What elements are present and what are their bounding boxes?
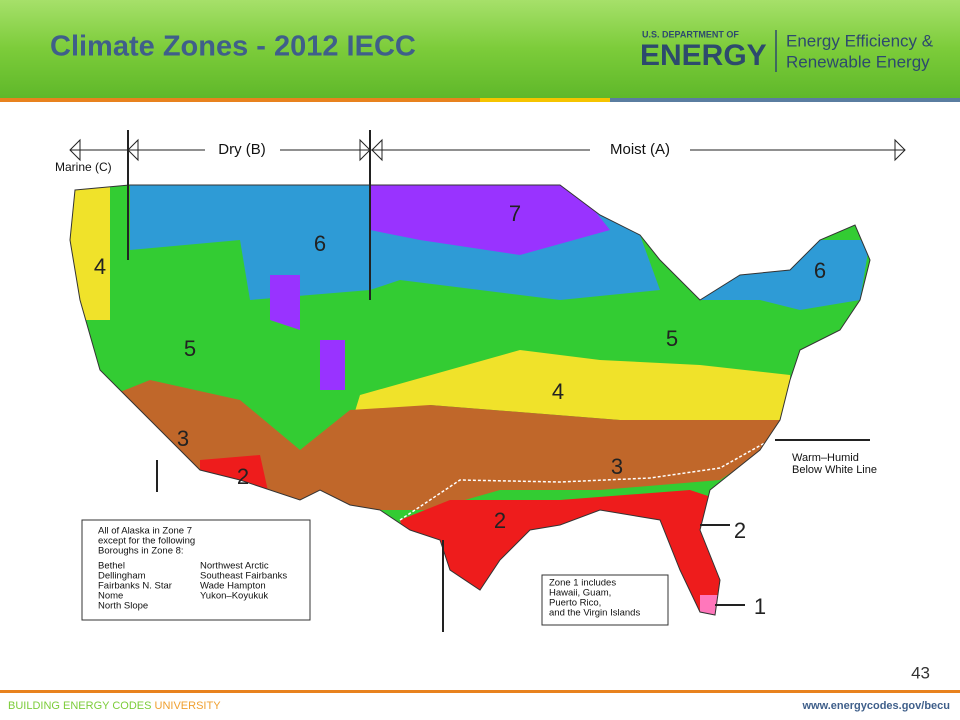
alaska-borough: Bethel: [98, 561, 125, 572]
alaska-borough: Dellingham: [98, 571, 146, 582]
alaska-borough: Southeast Fairbanks: [200, 571, 287, 582]
footer-rule: [0, 690, 960, 693]
arrowhead: [69, 138, 81, 162]
regime-label: Marine (C): [55, 160, 112, 174]
alaska-note-box: [81, 519, 311, 621]
zone1-note: Hawaii, Guam,: [549, 588, 611, 599]
alaska-borough: Wade Hampton: [200, 581, 266, 592]
alaska-note-intro: Boroughs in Zone 8:: [98, 546, 184, 557]
regime-label: Dry (B): [218, 141, 266, 158]
zone1-note-box: [541, 574, 669, 626]
zone-3: [100, 380, 790, 510]
zone-7: [270, 275, 300, 330]
zone-6: [700, 240, 870, 310]
zone-4: [340, 350, 790, 460]
footer-program-highlight: UNIVERSITY: [155, 700, 222, 712]
zone-label: 6: [814, 258, 826, 283]
zone-label: 3: [177, 426, 189, 451]
alaska-borough: Fairbanks N. Star: [98, 581, 172, 592]
logo-office: Renewable Energy: [786, 52, 930, 71]
logo-agency: ENERGY: [640, 39, 767, 72]
alaska-note-intro: except for the following: [98, 536, 195, 547]
footer-program: BUILDING ENERGY CODES UNIVERSITY: [8, 700, 221, 712]
page-number: 43: [911, 663, 930, 682]
us-outline: [69, 184, 871, 616]
header-rule: [480, 98, 610, 102]
warm-humid-label: Below White Line: [792, 464, 877, 476]
zone-2: [200, 455, 270, 500]
logo-office: Energy Efficiency &: [786, 31, 934, 50]
zone-label: 3: [611, 454, 623, 479]
arrowhead: [359, 138, 371, 162]
header-rule: [610, 98, 960, 102]
zone-label: 2: [494, 508, 506, 533]
header-bar: [0, 0, 960, 98]
warm-humid-label: Warm–Humid: [792, 452, 859, 464]
alaska-borough: North Slope: [98, 601, 148, 612]
zone-label: 4: [552, 379, 564, 404]
alaska-note-intro: All of Alaska in Zone 7: [98, 526, 192, 537]
zone-label: 5: [184, 336, 196, 361]
zone-label: 1: [754, 594, 766, 619]
zone-7: [320, 340, 345, 390]
zone1-note: Puerto Rico,: [549, 598, 601, 609]
slide-title: Climate Zones - 2012 IECC: [50, 31, 416, 63]
header-rule: [0, 98, 480, 102]
zone-label: 5: [666, 326, 678, 351]
logo-department: U.S. DEPARTMENT OF: [642, 29, 739, 39]
arrowhead: [127, 138, 139, 162]
zone-1: [700, 595, 725, 615]
arrowhead: [894, 138, 906, 162]
zone-label: 2: [734, 518, 746, 543]
zone-label: 6: [314, 231, 326, 256]
footer-url: www.energycodes.gov/becu: [801, 700, 950, 712]
zone-labels: 7 6 4 6 5 5 4 3 3 2 2 2 1: [94, 201, 826, 619]
footer-program-main: BUILDING ENERGY CODES: [8, 700, 151, 712]
zone-label: 4: [94, 254, 106, 279]
zone1-note: Zone 1 includes: [549, 578, 616, 589]
moisture-markers: [69, 130, 906, 632]
regime-label: Moist (A): [610, 141, 670, 158]
zone1-note: and the Virgin Islands: [549, 608, 640, 619]
zone-label: 2: [237, 464, 249, 489]
zone-label: 7: [509, 201, 521, 226]
alaska-borough: Yukon–Koyukuk: [200, 591, 268, 602]
zone-4: [70, 185, 110, 320]
alaska-borough: Nome: [98, 591, 123, 602]
warm-humid-line: [399, 439, 771, 521]
alaska-borough: Northwest Arctic: [200, 561, 269, 572]
arrowhead: [371, 138, 383, 162]
zone-7: [370, 185, 610, 255]
